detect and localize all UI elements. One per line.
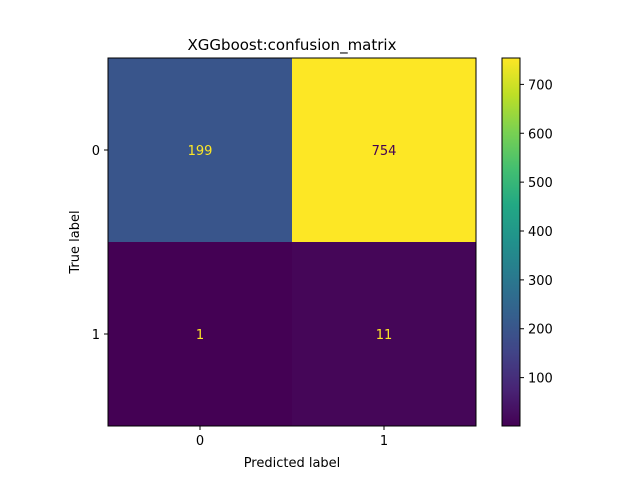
- y-axis-label: True label: [68, 210, 83, 274]
- colorbar-tick-label: 400: [528, 225, 553, 240]
- chart-title: XGGboost:confusion_matrix: [188, 36, 397, 55]
- cell-value-label: 199: [188, 144, 213, 159]
- colorbar-tick-label: 200: [528, 323, 553, 338]
- colorbar-tick-label: 300: [528, 274, 553, 289]
- heatmap-cell: [292, 242, 476, 426]
- heatmap-cell: [292, 58, 476, 242]
- colorbar: [501, 57, 521, 427]
- x-axis-label: Predicted label: [244, 456, 341, 471]
- cell-value-label: 11: [376, 328, 393, 343]
- axes: 0 1 0 1: [92, 144, 388, 449]
- cell-value-label: 1: [196, 328, 204, 343]
- heatmap-frame: [107, 57, 477, 427]
- heatmap-cell: [108, 58, 292, 242]
- heatmap-cell: [108, 242, 292, 426]
- y-tick-label: 0: [92, 144, 100, 159]
- x-tick-label: 1: [380, 434, 388, 449]
- colorbar-tick-label: 600: [528, 127, 553, 142]
- colorbar-tick-label: 500: [528, 176, 553, 191]
- colorbar-ticks: 100 200 300 400 500 600 700: [520, 78, 553, 387]
- cell-value-label: 754: [372, 144, 397, 159]
- y-tick-label: 1: [92, 328, 100, 343]
- colorbar-tick-label: 700: [528, 78, 553, 93]
- colorbar-tick-label: 100: [528, 372, 553, 387]
- x-tick-label: 0: [196, 434, 204, 449]
